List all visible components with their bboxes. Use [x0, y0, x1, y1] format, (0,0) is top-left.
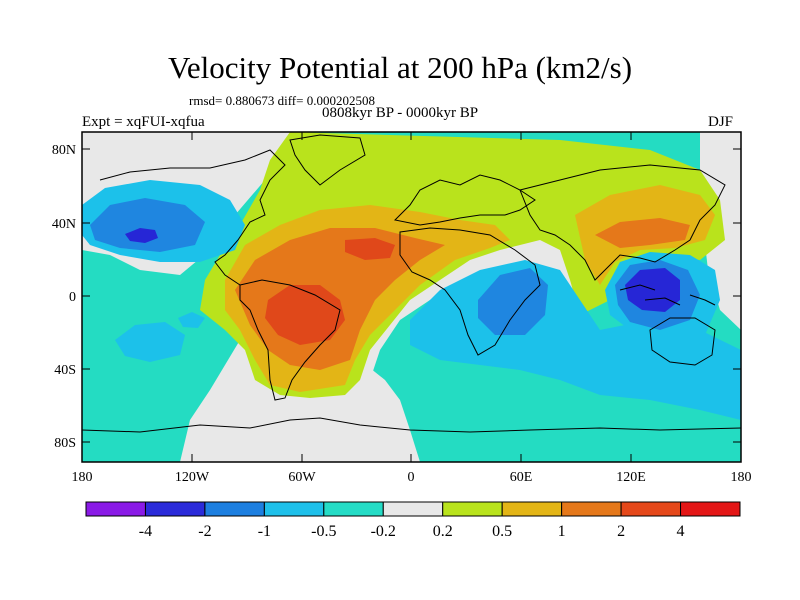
contour-neg-mid-africa — [478, 268, 548, 335]
colorbar-label: 4 — [677, 523, 685, 540]
colorbar-swatch — [442, 501, 503, 517]
y-tick-label: 40N — [52, 217, 76, 232]
y-axis-ticks — [82, 148, 741, 443]
colorbar: -4 -2 -1 -0.5 -0.2 0.2 0.5 1 2 4 — [85, 501, 741, 540]
colorbar-label: 0.2 — [433, 523, 453, 540]
season-label: DJF — [708, 114, 734, 130]
coastline-australia — [649, 317, 716, 366]
chart-title: Velocity Potential at 200 hPa (km2/s) — [167, 50, 633, 85]
contour-neg-strong-np — [125, 228, 158, 243]
colorbar-label: 2 — [617, 523, 625, 540]
colorbar-swatch — [144, 501, 206, 517]
x-tick-label: 120W — [175, 470, 210, 485]
colorbar-swatch — [204, 501, 265, 517]
x-axis-ticks — [81, 132, 742, 462]
colorbar-label: -0.2 — [371, 523, 396, 540]
subtitle: 0808kyr BP - 0000kyr BP — [322, 105, 479, 121]
contour-neg-weak-sp — [115, 322, 185, 362]
coastline-africa — [399, 227, 541, 356]
colorbar-swatch — [501, 501, 563, 517]
contour-pos-mid-asia — [595, 218, 690, 248]
colorbar-label: -2 — [198, 523, 211, 540]
colorbar-label: -1 — [258, 523, 271, 540]
contour-pos-strong-sa — [265, 285, 345, 345]
coastline-greenland — [289, 134, 366, 186]
coastline-maritime-islands — [619, 284, 716, 306]
coastlines — [82, 134, 741, 433]
contour-neg-weak-blob — [178, 312, 205, 328]
colorbar-swatch — [382, 501, 444, 517]
coastline-antarctica — [82, 417, 741, 433]
contour-neg-strong-maritime — [625, 268, 680, 312]
coastline-europe — [393, 174, 536, 226]
contour-neg-mid-np — [90, 198, 205, 252]
colorbar-label: 0.5 — [492, 523, 512, 540]
colorbar-swatch — [323, 501, 384, 517]
x-tick-label: 0 — [408, 470, 415, 485]
colorbar-label: 1 — [558, 523, 566, 540]
x-tick-label: 180 — [72, 470, 93, 485]
x-tick-label: 60W — [288, 470, 316, 485]
y-tick-label: 80S — [54, 436, 76, 451]
colorbar-swatch — [85, 501, 146, 517]
y-tick-label: 40S — [54, 363, 76, 378]
coastline-south-america — [239, 279, 341, 401]
experiment-label: Expt = xqFUI-xqfua — [82, 114, 205, 130]
colorbar-swatch — [263, 501, 325, 517]
colorbar-label: -0.5 — [311, 523, 336, 540]
coastline-north-america — [99, 149, 286, 286]
x-tick-label: 60E — [510, 470, 533, 485]
y-tick-label: 80N — [52, 143, 76, 158]
rmsd-text: rmsd= 0.880673 diff= 0.000202508 — [189, 93, 375, 108]
contour-pos-strong-africa — [345, 238, 395, 260]
colorbar-swatch — [680, 501, 741, 517]
x-tick-label: 180 — [731, 470, 752, 485]
colorbar-swatch — [620, 501, 682, 517]
coastline-asia — [519, 164, 726, 281]
colorbar-label: -4 — [139, 523, 152, 540]
colorbar-swatch — [561, 501, 622, 517]
x-tick-label: 120E — [616, 470, 646, 485]
y-tick-label: 0 — [69, 290, 76, 305]
